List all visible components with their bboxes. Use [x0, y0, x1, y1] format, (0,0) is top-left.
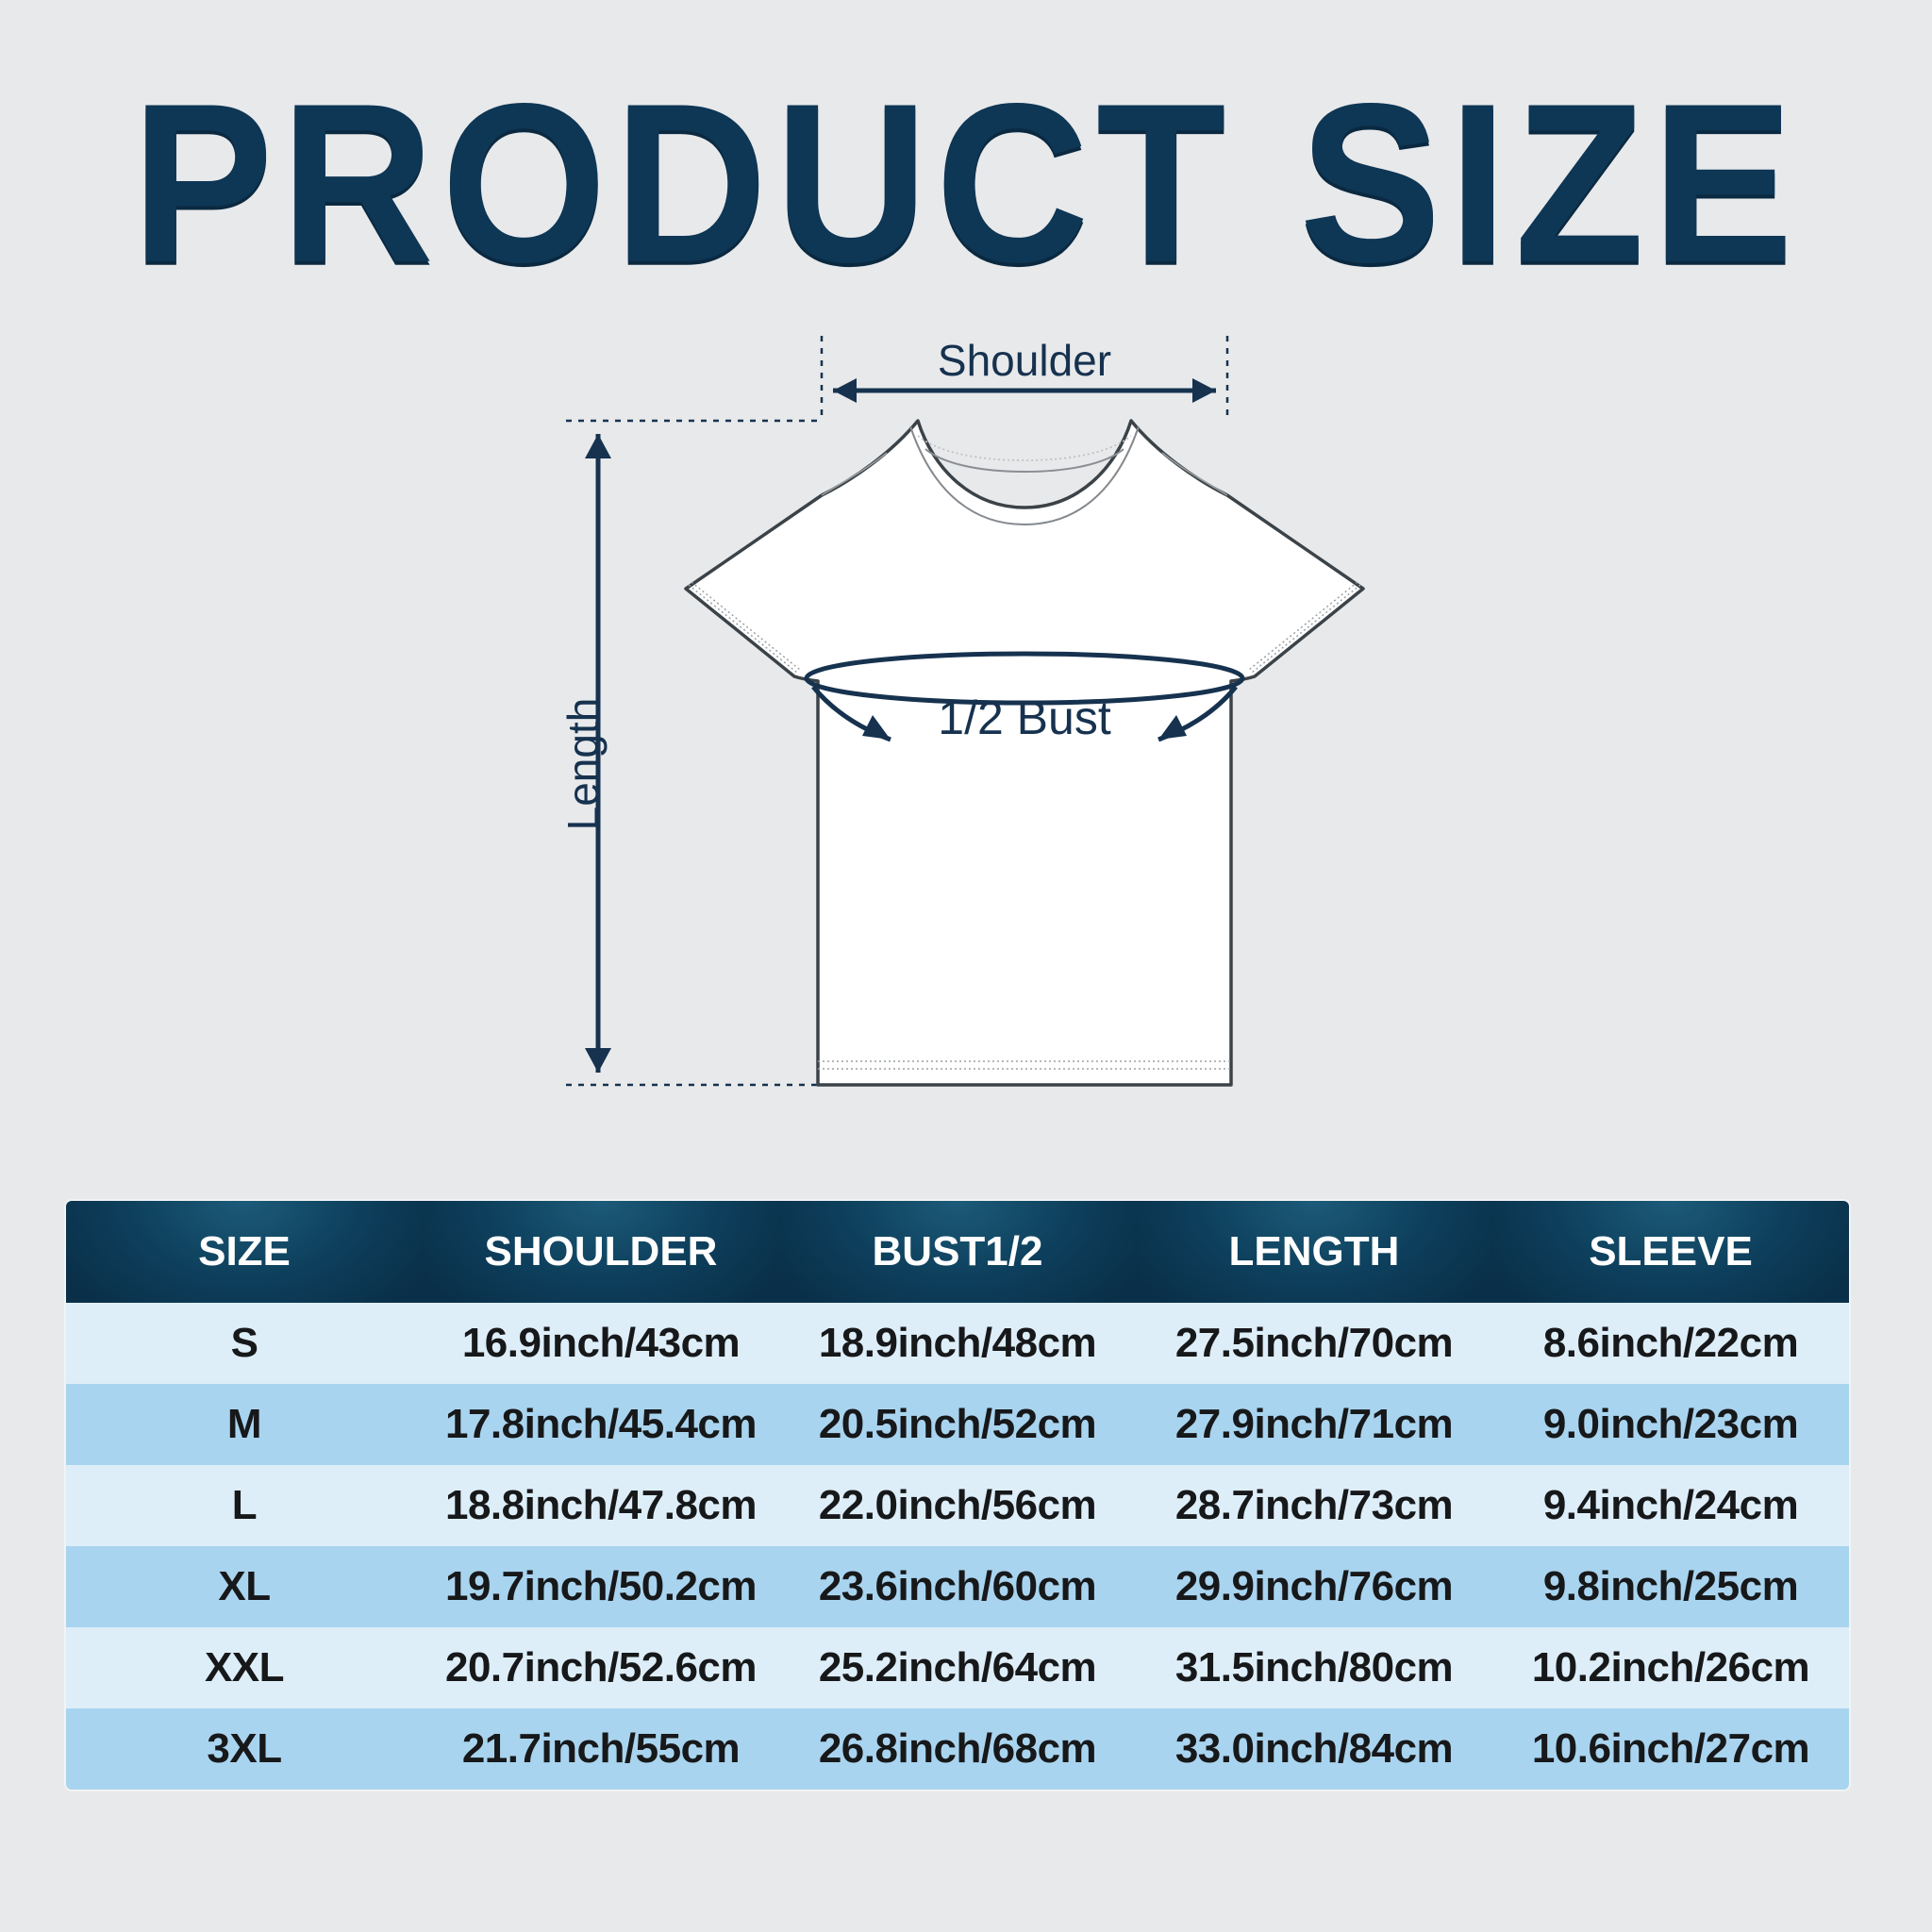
- svg-text:Length: Length: [558, 698, 608, 831]
- svg-text:1/2 Bust: 1/2 Bust: [938, 691, 1111, 744]
- svg-text:Shoulder: Shoulder: [938, 336, 1111, 385]
